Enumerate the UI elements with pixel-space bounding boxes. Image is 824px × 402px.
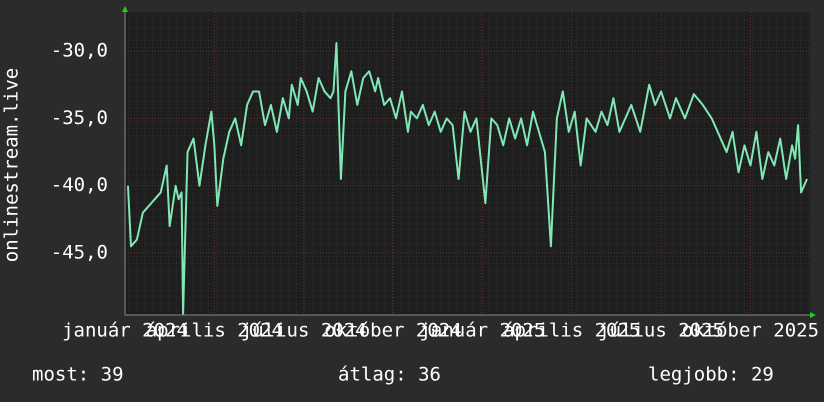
- footer-best: legjobb: 29: [648, 364, 774, 386]
- x-tick-label: január 2024: [62, 320, 188, 342]
- footer-current: most: 39: [32, 364, 124, 386]
- y-tick-label: -30,0: [51, 40, 108, 62]
- footer-average: átlag: 36: [338, 364, 441, 386]
- x-arrow: [810, 312, 816, 318]
- x-tick-label: október 2025: [682, 320, 819, 342]
- x-tick-label: április 2024: [146, 320, 283, 342]
- y-tick-label: -45,0: [51, 242, 108, 264]
- x-tick-label: július 2025: [598, 320, 724, 342]
- y-arrow: [122, 6, 128, 12]
- marks: [126, 41, 808, 315]
- x-tick-label: január 2025: [419, 320, 545, 342]
- x-tick-label: április 2025: [503, 320, 640, 342]
- y-tick-label: -40,0: [51, 174, 108, 196]
- x-tick-label: július 2024: [241, 320, 367, 342]
- x-tick-label: október 2024: [324, 320, 461, 342]
- minor-grid: [125, 12, 810, 315]
- data-line: [126, 41, 808, 315]
- y-axis-label: onlinestream.live: [1, 68, 23, 262]
- y-tick-label: -35,0: [51, 107, 108, 129]
